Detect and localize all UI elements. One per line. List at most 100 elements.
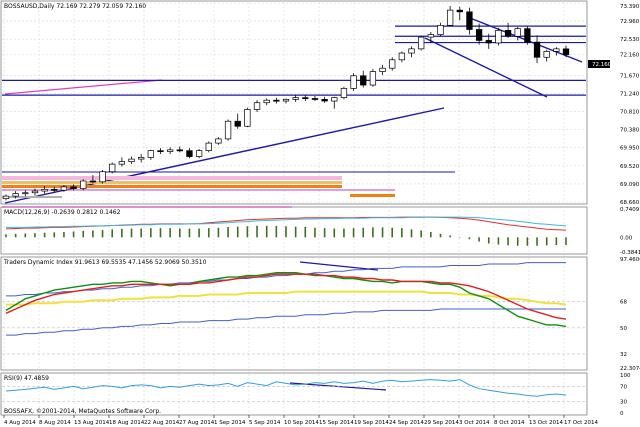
candle-body [186, 150, 193, 157]
candle-body [263, 99, 270, 104]
tdi-annotation-line [299, 261, 379, 271]
main-price-tick-label: 71.670 [620, 73, 640, 79]
time-axis-label: 13 Aug 2014 [74, 420, 110, 426]
candle-body [369, 71, 377, 86]
main-price-tick-label: 72.160 [620, 53, 640, 59]
price-axes: 73.390 72.960 72.530 72.160 71.670 71.240 70.8… [620, 4, 640, 417]
candle-body [340, 88, 348, 99]
current-price-marker [588, 60, 610, 68]
candle-body [427, 34, 434, 38]
candle-body [311, 98, 319, 100]
candle-body [331, 97, 338, 102]
time-axis-label: 1 Sep 2014 [214, 420, 246, 426]
candle-body [89, 180, 97, 183]
candle-body [302, 97, 309, 100]
candle-body [543, 51, 550, 58]
tdi-rsi-price-line-line [5, 272, 567, 328]
copyright-text: BOSSAFX, ©2001-2014, MetaQuotes Software… [4, 408, 161, 415]
macd-panel-frame [0, 206, 588, 255]
candle-body [321, 98, 328, 102]
main-panel-frame [0, 0, 588, 205]
magenta-trendline [4, 79, 163, 95]
candle-body [244, 109, 251, 127]
candle-body [166, 149, 174, 152]
main-price-tick-label: 71.240 [620, 91, 640, 97]
candle-body [118, 161, 126, 165]
tdi-tick-label: 32 [620, 352, 627, 358]
candle-body [485, 40, 492, 44]
candle-body [379, 67, 386, 72]
candle-body [466, 11, 473, 30]
macd-signal-line [6, 216, 567, 228]
candle-body [418, 36, 425, 50]
candle-body [12, 193, 19, 197]
time-axis-label: 10 Sep 2014 [284, 420, 319, 426]
candle-body [360, 75, 367, 86]
time-axis-label: 5 Sep 2014 [249, 420, 281, 426]
time-axis-label: 29 Sep 2014 [424, 420, 459, 426]
main-price-tick-label: 69.950 [620, 146, 640, 152]
candle-body [51, 189, 58, 191]
candle-body [41, 189, 48, 192]
candle-body [138, 157, 145, 160]
candle-body [350, 75, 357, 89]
candle-body [99, 171, 106, 183]
main-price-panel: 72.160 [2, 5, 612, 208]
candle-body [224, 120, 232, 140]
candle-body [60, 186, 68, 191]
candle-body [553, 48, 560, 52]
candle-body [292, 97, 299, 100]
candle-body [398, 52, 406, 61]
candle-body [456, 9, 463, 13]
time-axis-label: 3 Oct 2014 [459, 420, 490, 426]
candle-body [109, 163, 116, 173]
candle-body [437, 24, 444, 35]
orange-band [2, 185, 342, 188]
rsi-panel-frame [0, 372, 588, 416]
candle-body [70, 186, 77, 189]
pink-band [2, 176, 342, 180]
candle-body [157, 150, 164, 153]
candle-body [128, 158, 135, 162]
rsi-tick-label: 100 [620, 373, 631, 379]
candle-body [273, 99, 280, 102]
macd-panel [5, 216, 567, 246]
time-axis: 4 Aug 2014 8 Aug 2014 13 Aug 2014 18 Aug 20… [3, 415, 599, 426]
tdi-trade-signal-line-line [5, 273, 567, 320]
candle-body [195, 150, 203, 157]
time-axis-label: 4 Aug 2014 [4, 420, 36, 426]
time-axis-label: 24 Sep 2014 [389, 420, 424, 426]
candle-body [524, 28, 531, 43]
tdi-panel-frame [0, 256, 588, 371]
candle-body [408, 48, 415, 54]
panel-frames [0, 0, 588, 416]
rsi-line [5, 379, 567, 397]
main-price-tick-label: 70.380 [620, 128, 640, 134]
candle-body [533, 41, 541, 58]
main-price-tick-label: 69.090 [620, 182, 640, 188]
candle-body [389, 59, 396, 69]
time-axis-label: 15 Sep 2014 [319, 420, 354, 426]
candle-body [31, 190, 39, 194]
main-price-tick-label: 69.520 [620, 164, 640, 170]
candle-body [2, 195, 10, 199]
tdi-market-base-line-line [6, 290, 567, 306]
time-axis-label: 8 Aug 2014 [39, 420, 71, 426]
tdi-tick-label: 22.3074 [620, 366, 640, 372]
current-price-label: 72.160 [592, 62, 612, 68]
channel-lower-line [424, 37, 548, 98]
grey-level-bar [2, 196, 62, 198]
main-price-tick-label: 70.810 [620, 110, 640, 116]
tdi-panel-header: Traders Dynamic Index 91.9613 69.5535 47… [3, 259, 207, 266]
time-axis-label: 19 Sep 2014 [354, 420, 389, 426]
candle-body [234, 120, 241, 127]
time-axis-label: 18 Aug 2014 [109, 420, 145, 426]
candlesticks [2, 5, 570, 201]
candle-body [205, 142, 212, 152]
tdi-lower-band-line [6, 308, 566, 336]
orange-level-bar [350, 194, 395, 197]
candle-body [22, 192, 29, 195]
